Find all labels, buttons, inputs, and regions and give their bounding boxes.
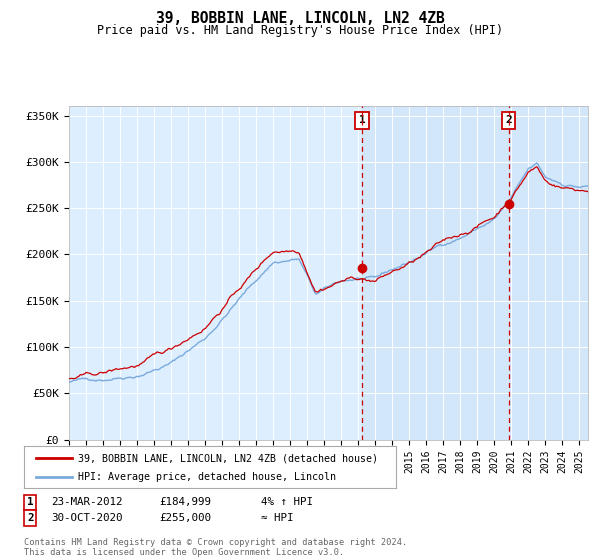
Text: 2: 2 [505, 115, 512, 125]
Text: HPI: Average price, detached house, Lincoln: HPI: Average price, detached house, Linc… [78, 472, 336, 482]
Text: 1: 1 [27, 497, 34, 507]
Text: 23-MAR-2012: 23-MAR-2012 [51, 497, 122, 507]
Text: 30-OCT-2020: 30-OCT-2020 [51, 513, 122, 523]
Text: 39, BOBBIN LANE, LINCOLN, LN2 4ZB: 39, BOBBIN LANE, LINCOLN, LN2 4ZB [155, 11, 445, 26]
Text: Contains HM Land Registry data © Crown copyright and database right 2024.
This d: Contains HM Land Registry data © Crown c… [24, 538, 407, 557]
Text: 1: 1 [359, 115, 365, 125]
Text: 2: 2 [27, 513, 34, 523]
Bar [362, 106, 588, 440]
Text: Price paid vs. HM Land Registry's House Price Index (HPI): Price paid vs. HM Land Registry's House … [97, 24, 503, 36]
Text: £184,999: £184,999 [159, 497, 211, 507]
Text: £255,000: £255,000 [159, 513, 211, 523]
Text: 4% ↑ HPI: 4% ↑ HPI [261, 497, 313, 507]
Text: ≈ HPI: ≈ HPI [261, 513, 293, 523]
Text: 39, BOBBIN LANE, LINCOLN, LN2 4ZB (detached house): 39, BOBBIN LANE, LINCOLN, LN2 4ZB (detac… [78, 453, 378, 463]
